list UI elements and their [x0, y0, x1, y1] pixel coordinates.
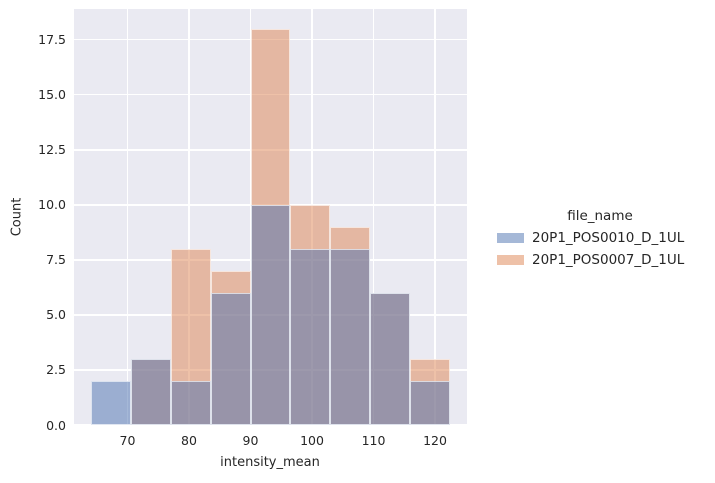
y-tick-label: 10.0 — [38, 197, 66, 213]
legend-entry: 20P1_POS0010_D_1UL — [494, 230, 706, 246]
histogram-bar — [330, 248, 371, 425]
legend-entries: 20P1_POS0010_D_1UL 20P1_POS0007_D_1UL — [494, 230, 706, 268]
histogram-bar — [130, 358, 171, 425]
x-tick-label: 120 — [423, 433, 447, 448]
y-axis-label: Count — [9, 197, 25, 237]
histogram-bar — [370, 292, 411, 425]
legend-entry-label: 20P1_POS0007_D_1UL — [532, 252, 685, 268]
histogram-bar — [290, 248, 331, 425]
legend-swatch — [497, 233, 524, 243]
plot-area — [74, 9, 467, 426]
x-tick-label: 110 — [361, 433, 386, 448]
gridline-vertical — [372, 9, 375, 425]
y-tick-label: 5.0 — [46, 307, 66, 323]
legend-entry-label: 20P1_POS0010_D_1UL — [532, 230, 685, 246]
x-tick-label: 100 — [300, 433, 324, 448]
legend: file_name 20P1_POS0010_D_1UL 20P1_POS0007… — [494, 208, 706, 275]
x-axis-label: intensity_mean — [220, 455, 320, 470]
gridline-vertical — [188, 9, 190, 425]
y-tick-label: 15.0 — [38, 87, 66, 103]
histogram-bar — [250, 204, 291, 425]
gridline-horizontal — [74, 424, 467, 426]
x-tick-label: 70 — [119, 433, 136, 448]
legend-title: file_name — [567, 208, 633, 224]
gridline-vertical — [126, 9, 129, 425]
y-tick-label: 7.5 — [46, 252, 66, 268]
y-tick-label: 2.5 — [46, 362, 66, 378]
x-tick-label: 80 — [181, 433, 197, 448]
y-tick-label: 17.5 — [38, 32, 66, 48]
histogram-bar — [410, 380, 451, 425]
legend-swatch — [497, 255, 524, 265]
histogram-bar — [90, 380, 131, 425]
y-tick-label: 12.5 — [38, 142, 66, 158]
x-tick-label: 90 — [242, 433, 259, 448]
y-tick-label: 0.0 — [46, 417, 66, 433]
histogram-bar — [170, 380, 211, 425]
legend-entry: 20P1_POS0007_D_1UL — [494, 252, 706, 268]
histogram-bar — [210, 292, 251, 425]
gridline-vertical — [434, 9, 436, 425]
